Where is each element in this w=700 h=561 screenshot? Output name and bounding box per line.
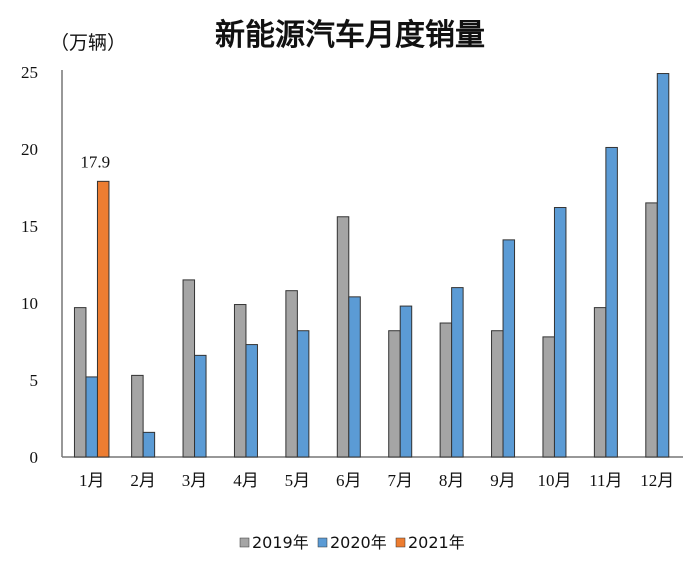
chart-title: 新能源汽车月度销量 [215, 18, 485, 53]
legend-label: 2019年 [252, 533, 309, 552]
legend-label: 2021年 [408, 533, 465, 552]
data-label: 17.9 [80, 152, 110, 171]
bar-2019年-5月 [285, 290, 298, 458]
legend-swatch-2021年 [395, 537, 406, 548]
x-tick-label: 10月 [537, 471, 571, 490]
x-tick-label: 6月 [336, 471, 362, 490]
y-tick-label: 0 [30, 448, 39, 467]
bar-2019年-4月 [233, 304, 247, 458]
x-tick-label: 3月 [182, 471, 208, 490]
x-tick-label: 1月 [79, 471, 105, 490]
bar-2020年-10月 [553, 207, 567, 458]
bar-2020年-7月 [399, 305, 413, 458]
bar-2019年-9月 [491, 330, 504, 458]
y-tick-label: 5 [30, 371, 39, 390]
bar-2020年-3月 [194, 354, 207, 458]
bar-2020年-1月 [85, 376, 98, 458]
bar-2020年-2月 [142, 431, 156, 458]
bar-2019年-2月 [131, 374, 144, 458]
bar-2020年-11月 [605, 146, 618, 458]
legend-swatch-2020年 [317, 537, 328, 548]
bar-2020年-4月 [245, 344, 258, 458]
bar-2019年-10月 [542, 336, 555, 458]
x-tick-label: 7月 [387, 471, 413, 490]
bar-2020年-9月 [502, 239, 516, 458]
x-tick-label: 8月 [439, 471, 465, 490]
y-axis-unit-label: （万辆） [50, 32, 127, 54]
x-tick-label: 2月 [130, 471, 156, 490]
bar-2019年-11月 [593, 307, 607, 458]
bar-2019年-6月 [336, 216, 350, 458]
x-tick-label: 11月 [589, 471, 622, 490]
bar-2020年-6月 [348, 296, 361, 458]
x-tick-label: 12月 [640, 471, 674, 490]
x-tick-label: 9月 [490, 471, 516, 490]
y-tick-label: 10 [21, 294, 38, 313]
y-tick-label: 25 [21, 63, 38, 82]
bar-2020年-12月 [656, 73, 670, 458]
x-tick-label: 5月 [285, 471, 311, 490]
x-tick-label: 4月 [233, 471, 259, 490]
bar-2020年-5月 [296, 330, 310, 458]
bar-2020年-8月 [451, 287, 464, 458]
bar-2021年-1月 [96, 180, 110, 458]
bar-2019年-8月 [439, 322, 453, 458]
y-tick-label: 15 [21, 217, 38, 236]
y-tick-label: 20 [21, 140, 38, 159]
bar-2019年-3月 [182, 279, 196, 458]
bar-2019年-7月 [388, 330, 401, 458]
legend-label: 2020年 [330, 533, 387, 552]
legend-swatch-2019年 [239, 537, 250, 548]
bar-2019年-1月 [73, 307, 87, 458]
bar-2019年-12月 [645, 202, 658, 458]
